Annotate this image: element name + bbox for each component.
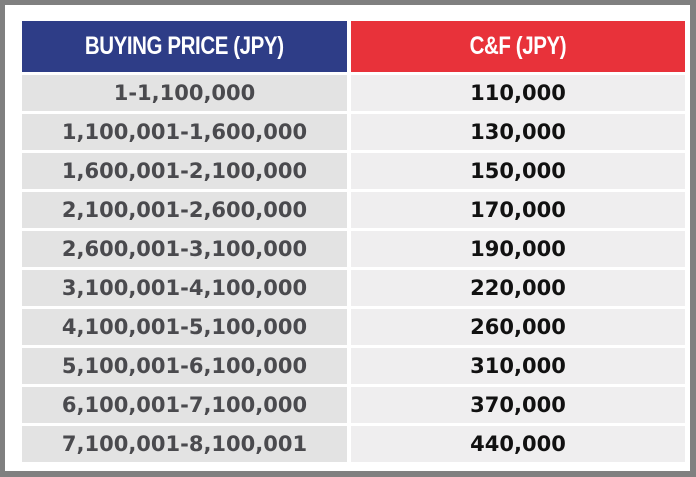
buying-price-cell: 3,100,001-4,100,000 <box>22 270 347 306</box>
buying-price-cell: 7,100,001-8,100,001 <box>22 426 347 462</box>
buying-price-cell: 4,100,001-5,100,000 <box>22 309 347 345</box>
cf-cell: 130,000 <box>351 114 685 150</box>
cf-cell: 110,000 <box>351 75 685 111</box>
cf-cell: 440,000 <box>351 426 685 462</box>
buying-price-cell: 2,100,001-2,600,000 <box>22 192 347 228</box>
cf-cell: 190,000 <box>351 231 685 267</box>
table-row: 5,100,001-6,100,000 310,000 <box>22 348 685 384</box>
price-table: BUYING PRICE (JPY) C&F (JPY) 1-1,100,000… <box>22 21 685 465</box>
table-row: 6,100,001-7,100,000 370,000 <box>22 387 685 423</box>
table-row: 3,100,001-4,100,000 220,000 <box>22 270 685 306</box>
table-row: 7,100,001-8,100,001 440,000 <box>22 426 685 462</box>
header-buying-price-label: BUYING PRICE (JPY) <box>85 32 284 60</box>
table-row: 4,100,001-5,100,000 260,000 <box>22 309 685 345</box>
cf-cell: 370,000 <box>351 387 685 423</box>
cf-cell: 150,000 <box>351 153 685 189</box>
header-buying-price: BUYING PRICE (JPY) <box>22 21 347 72</box>
table-row: 1-1,100,000 110,000 <box>22 75 685 111</box>
cf-cell: 170,000 <box>351 192 685 228</box>
cf-cell: 310,000 <box>351 348 685 384</box>
buying-price-cell: 2,600,001-3,100,000 <box>22 231 347 267</box>
header-cf-label: C&F (JPY) <box>469 32 567 60</box>
table-row: 2,100,001-2,600,000 170,000 <box>22 192 685 228</box>
table-row: 1,100,001-1,600,000 130,000 <box>22 114 685 150</box>
table-header-row: BUYING PRICE (JPY) C&F (JPY) <box>22 21 685 72</box>
cf-cell: 260,000 <box>351 309 685 345</box>
table-row: 1,600,001-2,100,000 150,000 <box>22 153 685 189</box>
buying-price-cell: 6,100,001-7,100,000 <box>22 387 347 423</box>
buying-price-cell: 5,100,001-6,100,000 <box>22 348 347 384</box>
header-cf: C&F (JPY) <box>351 21 685 72</box>
table-row: 2,600,001-3,100,000 190,000 <box>22 231 685 267</box>
buying-price-cell: 1,100,001-1,600,000 <box>22 114 347 150</box>
buying-price-cell: 1-1,100,000 <box>22 75 347 111</box>
cf-cell: 220,000 <box>351 270 685 306</box>
buying-price-cell: 1,600,001-2,100,000 <box>22 153 347 189</box>
